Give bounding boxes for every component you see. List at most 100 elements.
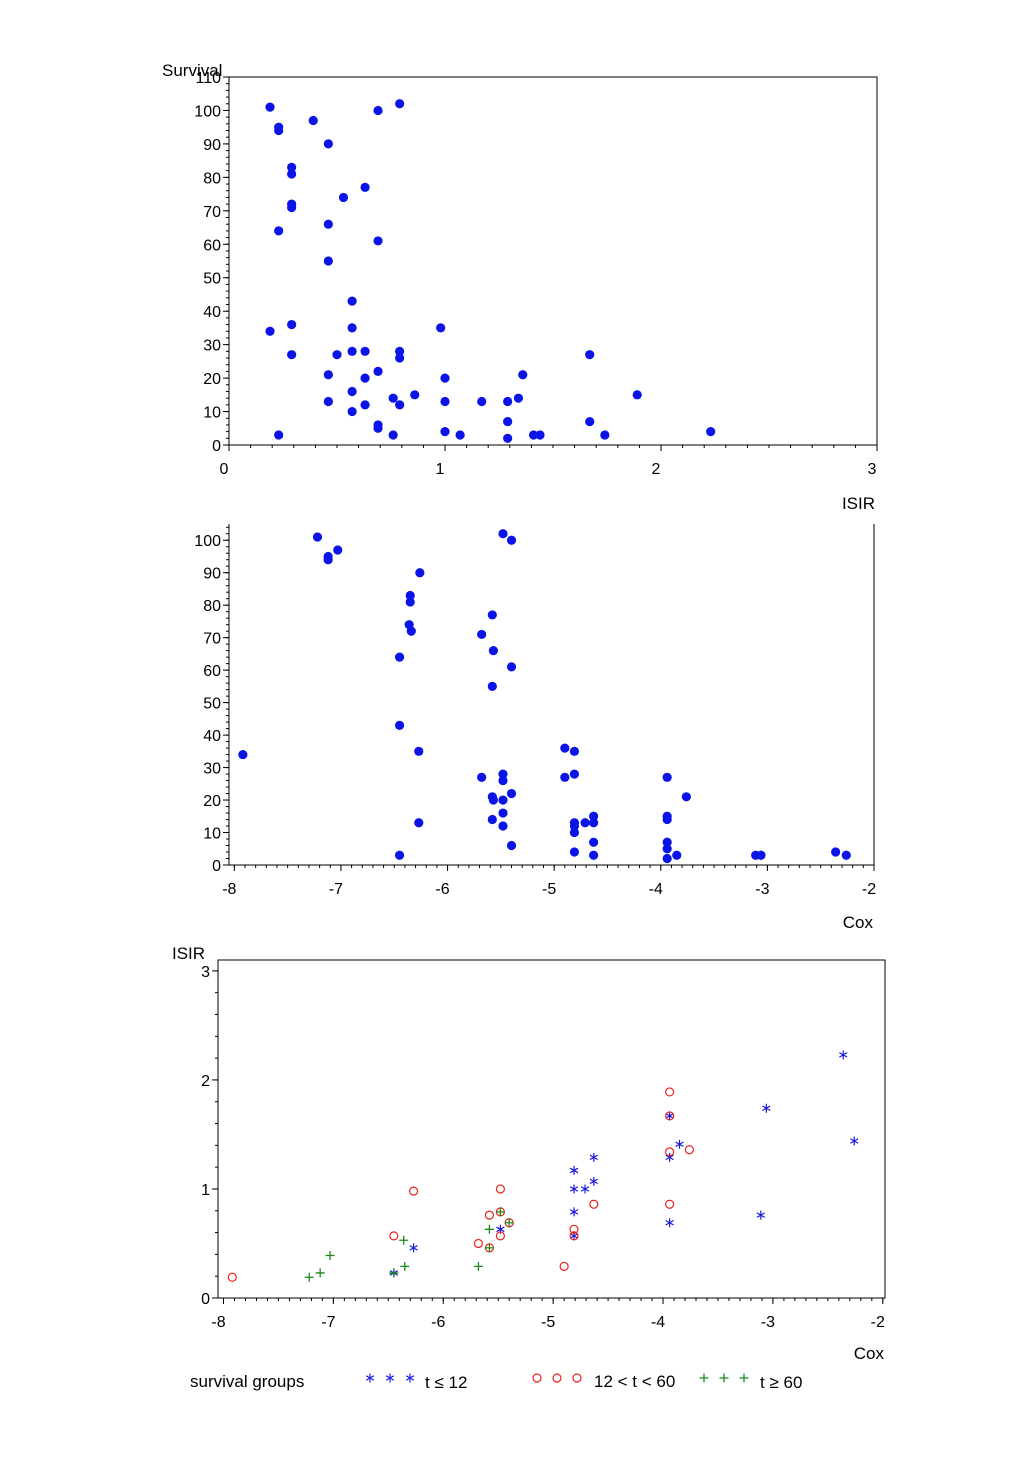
x-tick-label: -6 bbox=[435, 881, 449, 898]
data-point-circle bbox=[569, 1231, 579, 1241]
data-point-circle bbox=[684, 1145, 695, 1155]
data-point bbox=[498, 821, 508, 831]
data-point bbox=[589, 818, 599, 828]
data-point bbox=[831, 847, 841, 857]
x-tick-label: 3 bbox=[868, 461, 877, 478]
y-tick-label: 10 bbox=[203, 826, 221, 843]
x-tick-label: -6 bbox=[431, 1314, 445, 1331]
data-point bbox=[265, 102, 275, 112]
y-tick-label: 70 bbox=[203, 631, 221, 648]
data-point-star bbox=[589, 1152, 599, 1162]
data-point bbox=[503, 416, 513, 427]
data-point bbox=[360, 400, 370, 410]
legend-label: 12 < t < 60 bbox=[594, 1372, 675, 1391]
data-point bbox=[513, 393, 524, 403]
data-point bbox=[672, 850, 682, 860]
data-point bbox=[503, 433, 513, 443]
data-point-circle bbox=[473, 1238, 484, 1249]
data-point bbox=[395, 99, 405, 109]
data-point bbox=[373, 105, 383, 116]
data-point bbox=[498, 529, 508, 539]
data-point-star bbox=[762, 1103, 771, 1113]
data-point bbox=[347, 296, 357, 306]
legend-item-12-lt-t-lt-60: 12 < t < 60 bbox=[532, 1372, 675, 1391]
data-point-star bbox=[569, 1207, 579, 1217]
y-tick-label: 0 bbox=[212, 858, 221, 875]
legend-item-t-le-12: t ≤ 12 bbox=[365, 1373, 467, 1392]
panel-cox-vs-survival: Cox 0 10 20 30 40 50 60 70 80 90 100 -8 -7 -6 -5 -4 -3 -2 bbox=[194, 524, 876, 932]
data-point-circle bbox=[495, 1231, 506, 1241]
data-point-star bbox=[665, 1218, 674, 1228]
data-point bbox=[589, 811, 599, 821]
data-point bbox=[535, 430, 545, 440]
y-tick-label: 60 bbox=[203, 663, 221, 680]
data-point bbox=[560, 772, 570, 782]
legend-marker-circle bbox=[532, 1373, 542, 1383]
data-point-star bbox=[675, 1139, 684, 1149]
legend-label: t ≥ 60 bbox=[760, 1373, 802, 1392]
data-point bbox=[395, 346, 405, 356]
data-point bbox=[455, 430, 465, 440]
data-point-circle bbox=[569, 1224, 579, 1234]
y-tick-label: 60 bbox=[203, 237, 221, 254]
data-point bbox=[388, 393, 398, 403]
legend-marker-plus bbox=[699, 1373, 709, 1383]
y-tick-label: 80 bbox=[203, 170, 221, 187]
data-point bbox=[287, 350, 297, 360]
x-tick-label: -2 bbox=[862, 881, 876, 898]
legend-marker-star bbox=[405, 1373, 415, 1383]
data-point-plus bbox=[399, 1235, 409, 1245]
data-point-circle bbox=[665, 1147, 675, 1157]
data-point bbox=[338, 192, 349, 203]
data-point bbox=[347, 386, 357, 397]
data-point bbox=[323, 139, 333, 149]
data-point-plus bbox=[473, 1261, 483, 1271]
data-point bbox=[373, 423, 383, 433]
data-point-plus bbox=[315, 1268, 325, 1278]
data-point bbox=[395, 353, 405, 363]
data-point bbox=[323, 219, 333, 229]
data-point bbox=[373, 366, 383, 376]
data-point-plus bbox=[484, 1243, 494, 1253]
data-point bbox=[323, 256, 333, 266]
data-point bbox=[487, 814, 497, 825]
data-point bbox=[347, 323, 357, 333]
data-point bbox=[585, 350, 595, 360]
data-point bbox=[238, 749, 248, 760]
y-tick-label: 2 bbox=[201, 1073, 210, 1090]
data-point bbox=[308, 115, 318, 126]
y-tick-label: 30 bbox=[203, 338, 221, 355]
data-point bbox=[287, 319, 297, 330]
y-tick-label: 0 bbox=[201, 1291, 210, 1308]
data-point-star bbox=[839, 1050, 848, 1060]
data-point bbox=[498, 808, 508, 818]
x-axis-label: Cox bbox=[854, 1344, 885, 1363]
data-point bbox=[506, 662, 517, 672]
data-point bbox=[414, 746, 424, 756]
data-point-circle bbox=[665, 1087, 675, 1097]
legend-marker-star bbox=[385, 1373, 395, 1383]
data-point bbox=[410, 390, 420, 400]
y-tick-label: 100 bbox=[194, 103, 221, 120]
panel-isir-vs-survival: Survival ISIR 0 10 20 30 40 50 60 70 80 90 100 110 0… bbox=[162, 61, 878, 513]
data-point bbox=[841, 850, 851, 860]
x-tick-label: 2 bbox=[652, 461, 661, 478]
data-point-star bbox=[756, 1210, 766, 1220]
data-point-circle bbox=[495, 1184, 506, 1194]
data-point bbox=[662, 772, 672, 782]
data-point bbox=[360, 182, 370, 192]
data-point bbox=[406, 626, 416, 636]
y-tick-label: 50 bbox=[203, 696, 221, 713]
data-point-star bbox=[665, 1152, 674, 1162]
plot-frame bbox=[217, 959, 886, 1299]
data-point bbox=[274, 226, 284, 236]
x-tick-label: -8 bbox=[211, 1314, 225, 1331]
legend-item-t-ge-60: t ≥ 60 bbox=[699, 1373, 802, 1392]
data-point bbox=[332, 350, 342, 360]
x-tick-label: -8 bbox=[222, 881, 236, 898]
y-tick-label: 10 bbox=[203, 405, 221, 422]
y-tick-label: 40 bbox=[203, 728, 221, 745]
data-point bbox=[395, 400, 405, 410]
x-tick-label: -7 bbox=[321, 1314, 335, 1331]
